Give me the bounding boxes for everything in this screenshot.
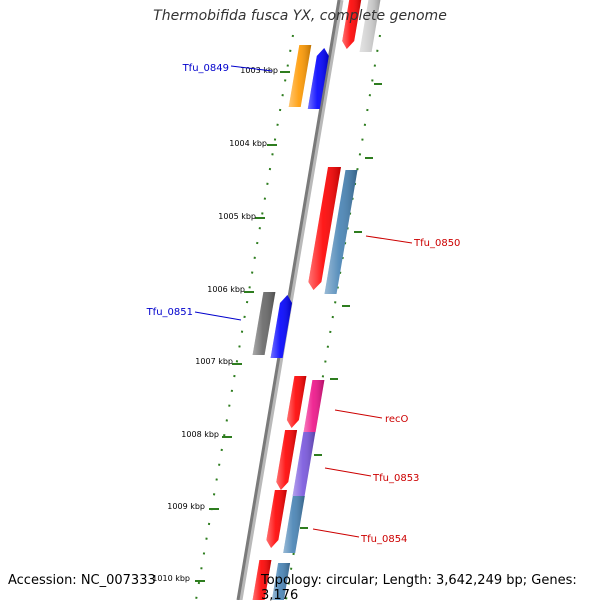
gene-label-leader — [312, 528, 360, 538]
cds-reco-magenta-highlight — [303, 380, 325, 432]
tick-label: 1009 kbp — [167, 502, 205, 511]
cds-tfu0853-purple-highlight — [292, 432, 316, 496]
topology-text: Topology: circular; Length: 3,642,249 bp… — [261, 573, 577, 603]
gene-tfu0854-red-highlight — [266, 490, 287, 548]
gene-label-leader — [230, 65, 273, 72]
gene-label[interactable]: Tfu_0853 — [372, 473, 419, 484]
gene-top-lightgray-highlight — [359, 0, 381, 52]
cds-tfu0849-blue-highlight — [307, 48, 329, 109]
cds-tfu0851-blue-highlight — [270, 295, 292, 358]
tick-label: 1005 kbp — [218, 212, 256, 221]
tick-label: 1010 kbp — [152, 574, 190, 583]
cds-bottom-steelblue-highlight — [271, 563, 291, 600]
gene-tfu0850-red-highlight — [308, 167, 341, 290]
gene-tfu0849-orange-highlight — [288, 45, 312, 107]
gene-label-leader — [324, 467, 372, 477]
gene-label[interactable]: Tfu_0850 — [413, 238, 460, 249]
tick-label: 1004 kbp — [229, 139, 267, 148]
gene-tfu0851-gray-highlight — [252, 292, 276, 355]
cds-tfu0854-steelblue-highlight — [283, 496, 305, 553]
cds-tfu0850-steelblue-highlight — [324, 170, 358, 294]
gene-reco-red-highlight — [286, 376, 307, 428]
gene-label[interactable]: Tfu_0851 — [146, 307, 193, 318]
tick-label: 1008 kbp — [181, 430, 219, 439]
gene-label[interactable]: recO — [385, 414, 409, 425]
tick-label: 1003 kbp — [240, 66, 278, 75]
gene-bottom-red-highlight — [252, 560, 272, 600]
gene-label-leader — [365, 235, 413, 244]
map-title: Thermobifida fusca YX, complete genome — [153, 8, 447, 24]
gene-label-leader — [194, 311, 242, 321]
gene-label-leader — [334, 409, 383, 419]
tick-label: 1007 kbp — [195, 357, 233, 366]
tick-label: 1006 kbp — [207, 285, 245, 294]
gene-tfu0853-red-highlight — [276, 430, 298, 490]
gene-label[interactable]: Tfu_0854 — [360, 534, 407, 545]
gene-label[interactable]: Tfu_0849 — [182, 63, 229, 74]
accession-text: Accession: NC_007333 — [8, 573, 156, 588]
gene-top-red-highlight — [342, 0, 362, 49]
